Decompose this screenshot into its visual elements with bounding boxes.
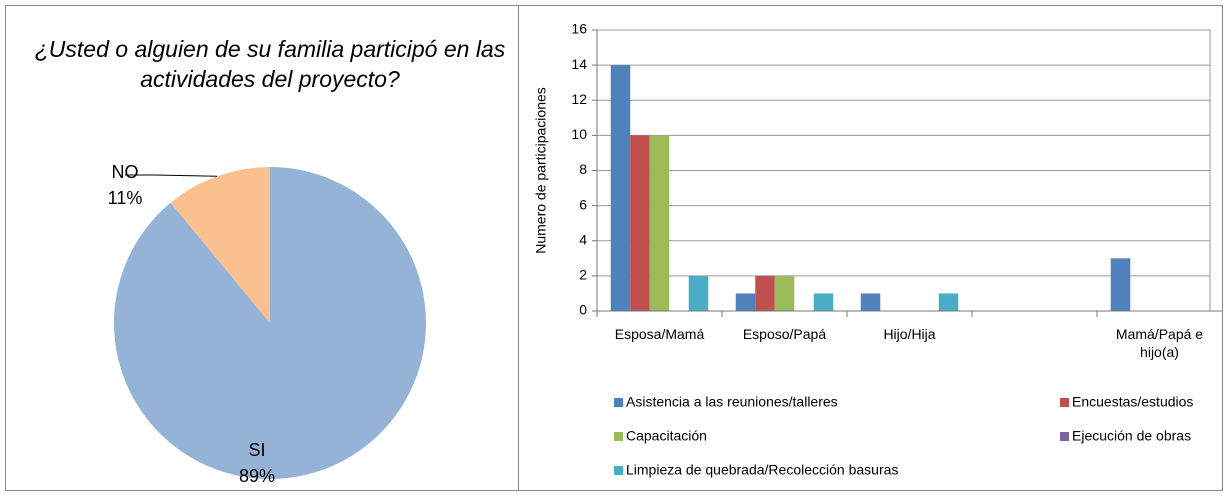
y-axis-label: Numero de participaciones [533,87,549,254]
bar [755,275,775,311]
frame [5,5,1223,491]
bar [610,65,631,311]
legend-label: Encuestas/estudios [1072,394,1193,410]
bar [735,293,756,311]
legend-label: Limpieza de quebrada/Recolección basuras [626,462,898,478]
y-tick-label: 16 [571,21,587,37]
y-tick-label: 0 [579,302,587,318]
x-tick-label: Mamá/Papá e hijo(a) [1115,326,1204,360]
pie-label: SI [248,440,265,460]
x-tick-label: Hijo/Hija [883,326,936,342]
y-tick-label: 12 [571,91,587,107]
bar [1110,258,1131,311]
legend-swatch [614,432,623,441]
bar [813,293,834,311]
legend-swatch [614,466,623,475]
pie-slice [170,167,270,323]
y-tick-label: 4 [579,231,587,247]
leader-line [125,174,218,177]
bar [774,275,795,311]
y-tick-label: 8 [579,161,587,177]
legend-label: Capacitación [626,428,707,444]
x-tick-label: Esposa/Mamá [614,326,705,342]
y-tick-label: 2 [579,267,587,283]
legend-label: Ejecución de obras [1072,428,1191,444]
x-tick-label: Esposo/Papá [742,326,827,342]
legend-label: Asistencia a las reuniones/talleres [626,394,838,410]
bar [938,293,959,311]
legend-swatch [1060,432,1069,441]
pie-value-label: 89% [239,466,275,486]
legend-swatch [1060,398,1069,407]
y-tick-label: 14 [571,56,587,72]
bar [630,135,650,311]
legend-swatch [614,398,623,407]
bar [649,135,670,311]
pie-value-label: 11% [108,188,143,208]
pie-title: ¿Usted o alguien de su familia participó… [34,36,506,92]
pie-label: NO [112,162,139,182]
y-tick-label: 6 [579,196,587,212]
bar [860,293,881,311]
bar [688,275,709,311]
y-tick-label: 10 [571,126,587,142]
